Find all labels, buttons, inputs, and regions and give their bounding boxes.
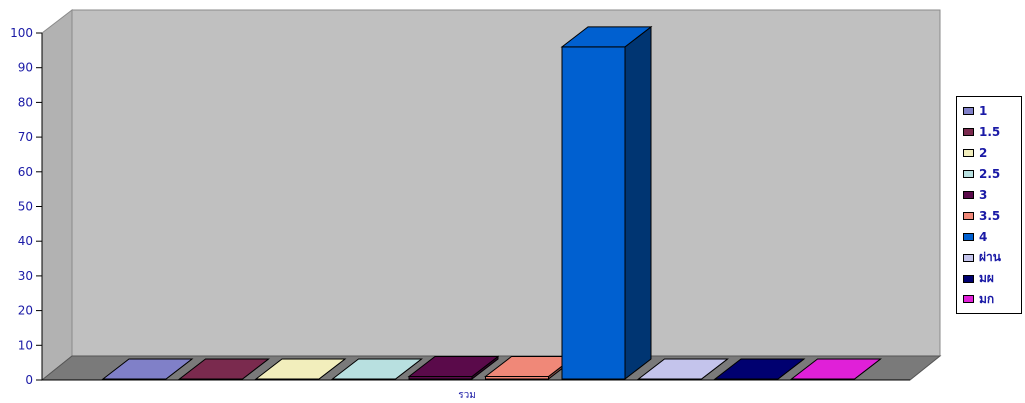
legend-item: 2 xyxy=(963,143,1021,164)
bar-top xyxy=(407,356,500,378)
legend-swatch xyxy=(963,191,974,199)
bar-top xyxy=(101,358,194,380)
bar-9 xyxy=(713,358,806,380)
legend-label: 2.5 xyxy=(979,167,1001,182)
side-wall xyxy=(41,8,73,382)
legend-swatch xyxy=(963,128,974,137)
legend-swatch xyxy=(963,170,974,179)
legend: 1 1.5 2 2.5 3 3.5 4 ผ่านมผมก xyxy=(956,96,1022,314)
bar-front xyxy=(561,46,626,380)
legend-item: มผ xyxy=(963,268,1021,289)
legend-label: 2 xyxy=(979,146,988,161)
legend-swatch xyxy=(963,295,974,304)
bar-top xyxy=(178,358,270,380)
legend-label: 3.5 xyxy=(979,208,1001,223)
y-tick-label: 50 xyxy=(18,200,33,214)
legend-label: 1 xyxy=(979,104,988,119)
legend-item: 3.5 xyxy=(963,205,1021,226)
bar-7 xyxy=(560,25,653,381)
bar-top xyxy=(254,358,347,380)
y-tick-label: 0 xyxy=(25,373,33,387)
y-tick-label: 90 xyxy=(18,61,33,75)
legend-item: มก xyxy=(963,289,1021,310)
y-tick-label: 100 xyxy=(10,26,33,40)
y-tick-label: 60 xyxy=(18,165,33,179)
bar-top xyxy=(560,26,653,48)
y-tick-label: 30 xyxy=(18,269,33,283)
bar-10 xyxy=(790,358,882,380)
legend-item: 1.5 xyxy=(963,122,1021,143)
legend-swatch xyxy=(963,211,974,220)
bar-8 xyxy=(637,358,729,380)
legend-label: ผ่าน xyxy=(979,250,1001,265)
y-tick-label: 20 xyxy=(18,304,33,318)
legend-label: 4 xyxy=(979,229,988,244)
y-tick-label: 70 xyxy=(18,130,33,144)
bar-2 xyxy=(178,358,270,380)
legend-swatch xyxy=(963,232,974,241)
bar-top xyxy=(790,358,882,380)
bar-1 xyxy=(101,358,194,380)
legend-label: มก xyxy=(979,291,995,306)
legend-swatch xyxy=(963,149,974,158)
y-tick-label: 10 xyxy=(18,338,33,352)
legend-swatch xyxy=(963,274,974,283)
bar-top xyxy=(713,358,806,380)
legend-label: มผ xyxy=(979,271,994,286)
legend-item: 1 xyxy=(963,101,1021,122)
legend-swatch xyxy=(963,107,974,116)
legend-item: ผ่าน xyxy=(963,247,1021,268)
legend-item: 4 xyxy=(963,226,1021,247)
legend-label: 1.5 xyxy=(979,125,1001,140)
bar-3 xyxy=(254,358,347,380)
back-wall xyxy=(71,9,941,357)
x-category-label: รวม xyxy=(458,390,476,401)
legend-item: 3 xyxy=(963,185,1021,206)
bar-top xyxy=(637,358,729,380)
y-tick-label: 40 xyxy=(18,234,33,248)
legend-item: 2.5 xyxy=(963,164,1021,185)
bar-4 xyxy=(331,358,423,380)
legend-swatch xyxy=(963,253,974,262)
bar-5 xyxy=(407,355,500,381)
bar-side xyxy=(624,25,652,381)
bar-top xyxy=(331,358,423,380)
y-tick-label: 80 xyxy=(18,95,33,109)
legend-label: 3 xyxy=(979,188,988,202)
